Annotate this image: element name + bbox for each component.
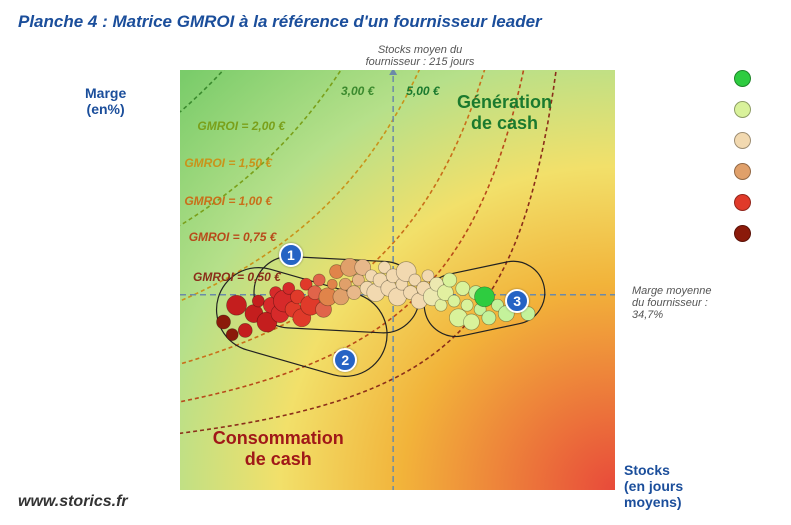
avg-stock-annotation: Stocks moyen dufournisseur : 215 jours	[335, 44, 505, 68]
legend-swatch	[734, 101, 751, 118]
legend-swatch	[734, 194, 751, 211]
source-url: www.storics.fr	[18, 493, 128, 511]
y-axis-label: Marge(en%)	[85, 85, 126, 117]
legend-swatch	[734, 132, 751, 149]
avg-margin-annotation: Marge moyennedu fournisseur :34,7%	[632, 285, 712, 321]
iso-curve-label: GMROI = 0,50 €	[193, 270, 281, 284]
page-title: Planche 4 : Matrice GMROI à la référence…	[18, 12, 542, 32]
color-legend	[734, 70, 751, 242]
iso-curve-label: 3,00 €	[341, 84, 374, 98]
gmroi-scatter-chart: GMROI = 0,50 € GMROI = 0,75 € GMROI = 1,00…	[180, 70, 615, 490]
legend-swatch	[734, 163, 751, 180]
iso-curve-label: GMROI = 0,75 €	[189, 230, 277, 244]
iso-curve-label: GMROI = 1,00 €	[184, 194, 272, 208]
quadrant-label-gen: Générationde cash	[425, 92, 585, 134]
cluster-badge-3: 3	[505, 289, 529, 313]
legend-swatch	[734, 225, 751, 242]
quadrant-label-cons: Consommationde cash	[198, 428, 358, 470]
iso-curve-label: GMROI = 2,00 €	[197, 119, 285, 133]
legend-swatch	[734, 70, 751, 87]
x-axis-label: Stocks(en joursmoyens)	[624, 462, 744, 510]
iso-curve-label: GMROI = 1,50 €	[184, 156, 272, 170]
cluster-badge-2: 2	[333, 348, 357, 372]
cluster-badge-1: 1	[279, 243, 303, 267]
